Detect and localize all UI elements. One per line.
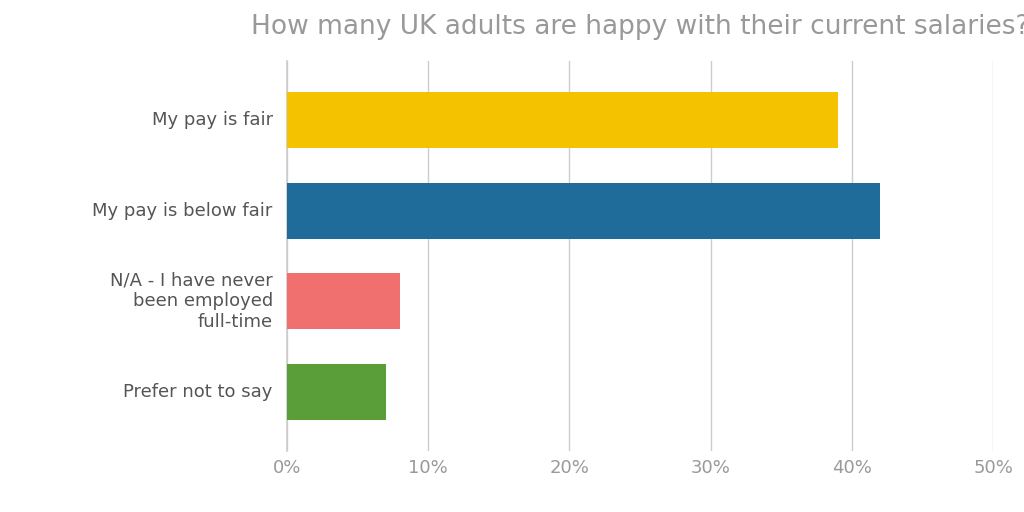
Bar (287, 92, 838, 148)
Bar (287, 183, 881, 239)
Title: How many UK adults are happy with their current salaries?: How many UK adults are happy with their … (251, 14, 1024, 39)
Bar (287, 273, 399, 329)
Bar (287, 364, 386, 420)
